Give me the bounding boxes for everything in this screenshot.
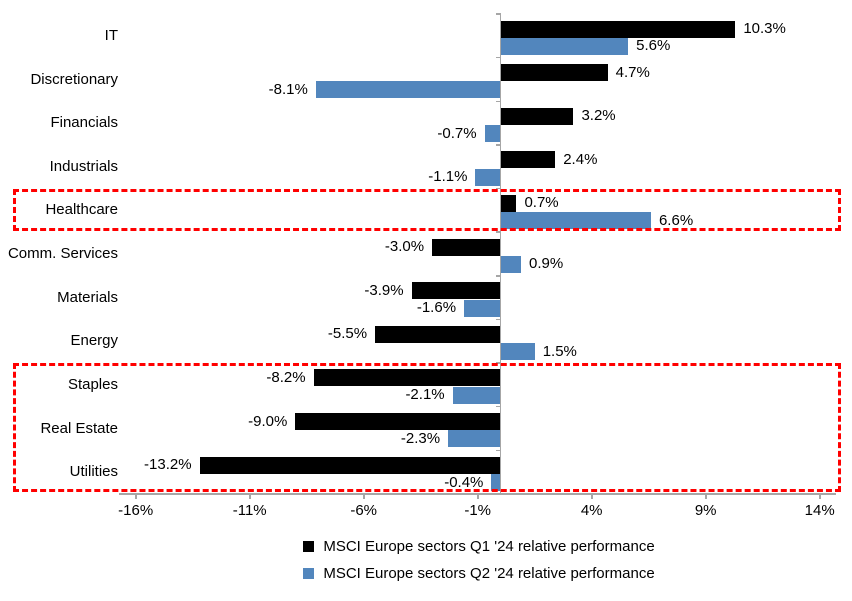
y-axis-tick bbox=[496, 405, 501, 408]
value-label-s2-comm-services: 0.9% bbox=[529, 255, 564, 273]
y-axis-tick bbox=[496, 275, 501, 277]
q1-series-label: MSCI Europe sectors Q1 '24 relative perf… bbox=[323, 538, 655, 555]
y-axis-tick bbox=[496, 449, 501, 451]
bar-s2-materials bbox=[464, 299, 501, 317]
value-label-s1-financials: 3.2% bbox=[581, 107, 616, 125]
value-label-s1-it: 10.3% bbox=[743, 20, 786, 37]
highlight-box-2 bbox=[13, 363, 841, 493]
value-label-s1-discretionary: 4.7% bbox=[615, 63, 650, 81]
x-axis-tick bbox=[249, 493, 251, 500]
bar-s2-staples bbox=[452, 386, 501, 404]
x-axis-tick-label: 14% bbox=[804, 502, 835, 519]
bar-s1-real-estate bbox=[295, 413, 501, 431]
q1-series-swatch-icon bbox=[303, 541, 315, 552]
bar-s2-energy bbox=[500, 343, 535, 361]
x-axis-tick-label: -6% bbox=[350, 502, 378, 519]
category-label-utilities: Utilities bbox=[69, 463, 118, 481]
value-label-s1-materials: -3.9% bbox=[364, 281, 404, 299]
x-axis-tick bbox=[591, 493, 593, 500]
category-label-real-estate: Real Estate bbox=[40, 419, 118, 437]
value-label-s1-utilities: -13.2% bbox=[144, 456, 192, 474]
value-label-s1-energy: -5.5% bbox=[327, 325, 368, 343]
y-axis-line bbox=[499, 14, 502, 495]
category-label-healthcare: Healthcare bbox=[45, 201, 118, 219]
value-label-s2-healthcare: 6.6% bbox=[658, 211, 694, 229]
value-label-s2-utilities: -0.4% bbox=[444, 473, 484, 491]
y-axis-tick bbox=[496, 493, 501, 495]
q2-series-label: MSCI Europe sectors Q2 '24 relative perf… bbox=[323, 565, 655, 582]
x-axis-tick bbox=[705, 493, 707, 500]
bar-s1-utilities bbox=[199, 456, 501, 474]
value-label-s1-industrials: 2.4% bbox=[563, 150, 598, 168]
value-label-s2-discretionary: -8.1% bbox=[268, 80, 308, 98]
bar-s2-healthcare bbox=[500, 212, 651, 230]
category-label-comm-services: Comm. Services bbox=[7, 245, 118, 263]
value-label-s2-staples: -2.1% bbox=[405, 386, 445, 404]
highlight-box-1 bbox=[13, 188, 841, 231]
y-axis-tick bbox=[496, 318, 501, 321]
category-label-energy: Energy bbox=[70, 332, 118, 350]
bar-s2-financials bbox=[484, 125, 501, 143]
bar-s2-comm-services bbox=[500, 255, 522, 273]
bar-s1-it bbox=[500, 20, 736, 38]
value-label-s1-healthcare: 0.7% bbox=[524, 194, 559, 212]
category-label-financials: Financials bbox=[50, 114, 118, 132]
value-label-s2-industrials: -1.1% bbox=[428, 168, 468, 186]
bar-s2-industrials bbox=[475, 168, 501, 186]
bar-s2-utilities bbox=[491, 474, 501, 491]
y-axis-tick bbox=[496, 100, 501, 103]
value-label-s1-comm-services: -3.0% bbox=[384, 238, 425, 256]
x-axis-tick-label: -16% bbox=[118, 502, 154, 519]
category-label-industrials: Industrials bbox=[49, 157, 118, 175]
bar-s1-materials bbox=[411, 282, 501, 300]
bar-s2-real-estate bbox=[448, 430, 501, 448]
y-axis-tick bbox=[496, 144, 501, 146]
category-label-staples: Staples bbox=[67, 375, 118, 393]
y-axis-tick bbox=[496, 56, 501, 59]
x-axis-tick bbox=[477, 493, 479, 500]
bar-s1-discretionary bbox=[500, 64, 608, 82]
x-axis-tick bbox=[135, 493, 137, 500]
value-label-s1-staples: -8.2% bbox=[266, 368, 306, 386]
category-label-materials: Materials bbox=[57, 288, 118, 306]
legend-item-q2: MSCI Europe sectors Q2 '24 relative perf… bbox=[106, 560, 852, 587]
legend: MSCI Europe sectors Q1 '24 relative perf… bbox=[106, 533, 852, 587]
bar-s1-industrials bbox=[500, 151, 556, 169]
bar-s2-discretionary bbox=[315, 81, 501, 99]
bar-s1-comm-services bbox=[432, 238, 501, 256]
bar-s2-it bbox=[500, 37, 629, 55]
value-label-s2-real-estate: -2.3% bbox=[400, 429, 441, 447]
bar-s1-staples bbox=[313, 369, 501, 387]
y-axis-tick bbox=[496, 362, 501, 364]
bar-s1-financials bbox=[500, 107, 574, 125]
x-axis-tick-label: -11% bbox=[232, 502, 267, 519]
y-axis-tick bbox=[496, 231, 501, 233]
value-label-s1-real-estate: -9.0% bbox=[248, 412, 288, 430]
value-label-s2-energy: 1.5% bbox=[542, 342, 577, 360]
bar-s1-energy bbox=[375, 325, 501, 343]
x-axis-tick-label: 4% bbox=[580, 502, 603, 519]
value-label-s2-it: 5.6% bbox=[636, 37, 671, 55]
y-axis-tick bbox=[496, 13, 501, 15]
x-axis-tick-label: 9% bbox=[694, 502, 717, 519]
legend-item-q1: MSCI Europe sectors Q1 '24 relative perf… bbox=[106, 533, 852, 560]
value-label-s2-financials: -0.7% bbox=[437, 124, 477, 142]
x-axis-tick-label: -1% bbox=[464, 502, 492, 519]
q2-series-swatch-icon bbox=[303, 568, 315, 579]
x-axis-tick bbox=[363, 493, 365, 500]
y-axis-tick bbox=[496, 187, 501, 190]
bar-s1-healthcare bbox=[500, 194, 517, 212]
category-label-it: IT bbox=[104, 27, 118, 44]
x-axis-tick bbox=[819, 493, 821, 500]
category-label-discretionary: Discretionary bbox=[30, 70, 118, 88]
value-label-s2-materials: -1.6% bbox=[416, 299, 457, 317]
